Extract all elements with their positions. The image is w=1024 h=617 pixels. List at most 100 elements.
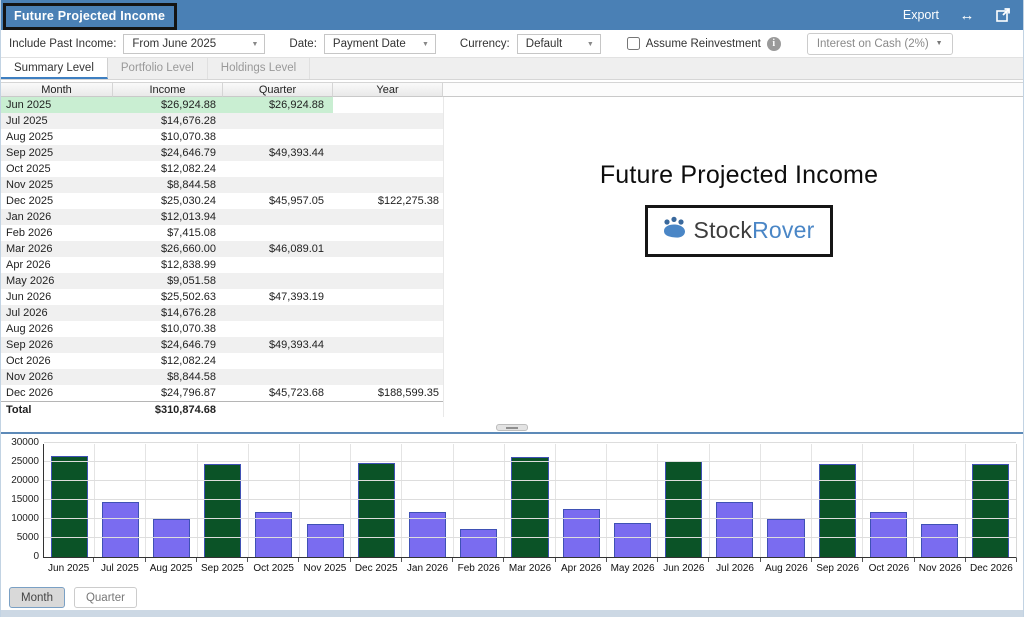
assume-reinvestment-checkbox[interactable] — [626, 37, 640, 50]
chart-plot-area: 0 5000 10000 15000 20000 25000 30000 — [11, 438, 1017, 562]
x-axis-label: Jun 2025 — [48, 563, 90, 574]
column-header-year[interactable]: Year — [333, 82, 443, 97]
table-row[interactable]: Dec 2025 $25,030.24 $45,957.05 $122,275.38 — [1, 193, 443, 209]
table-row[interactable]: Jun 2025 $26,924.88 $26,924.88 — [1, 97, 443, 113]
table-cell — [333, 369, 443, 385]
table-cell — [333, 209, 443, 225]
table-cell — [223, 353, 333, 369]
table-cell: Jul 2026 — [6, 307, 48, 319]
bar-sep-2026[interactable] — [818, 464, 856, 557]
table-total-row: Total $310,874.68 — [1, 401, 443, 417]
table-cell — [333, 305, 443, 321]
bar-nov-2025[interactable] — [306, 523, 344, 557]
bar-mar-2026[interactable] — [511, 456, 549, 557]
month-button[interactable]: Month — [9, 587, 65, 608]
bar-cell — [607, 444, 659, 557]
bar-oct-2026[interactable] — [869, 511, 907, 557]
table-cell: Sep 2026 — [6, 339, 54, 351]
table-row[interactable]: Apr 2026 $12,838.99 — [1, 257, 443, 273]
table-cell — [223, 225, 333, 241]
table-cell: $26,660.00 — [160, 243, 216, 255]
table-cell: $25,030.24 — [160, 195, 216, 207]
y-axis-label: 0 — [33, 551, 39, 562]
x-axis-label: Aug 2026 — [764, 563, 808, 574]
table-row[interactable]: Sep 2025 $24,646.79 $49,393.44 — [1, 145, 443, 161]
bar-aug-2025[interactable] — [152, 519, 191, 557]
bar-dec-2026[interactable] — [972, 463, 1010, 557]
panel-splitter — [1, 424, 1023, 434]
bar-cell — [556, 444, 608, 557]
include-past-income-select[interactable]: From June 2025 ▼ — [123, 33, 266, 54]
table-cell — [223, 129, 333, 145]
bar-nov-2026[interactable] — [920, 523, 959, 557]
table-cell: $45,957.05 — [268, 195, 324, 207]
interest-on-cash-button[interactable]: Interest on Cash (2%) ▼ — [806, 32, 953, 55]
bar-apr-2026[interactable] — [562, 508, 600, 557]
info-icon[interactable]: i — [766, 36, 781, 51]
table-row[interactable]: Mar 2026 $26,660.00 $46,089.01 — [1, 241, 443, 257]
column-header-income[interactable]: Income — [113, 82, 223, 97]
resize-horizontal-icon[interactable]: ↔ — [959, 6, 975, 24]
table-cell: $122,275.38 — [377, 195, 439, 207]
table-row[interactable]: Nov 2026 $8,844.58 — [1, 369, 443, 385]
table-row[interactable]: Oct 2026 $12,082.24 — [1, 353, 443, 369]
table-cell: Oct 2026 — [6, 355, 51, 367]
table-row[interactable]: Jun 2026 $25,502.63 $47,393.19 — [1, 289, 443, 305]
splitter-drag-handle[interactable] — [496, 424, 528, 431]
bar-jul-2025[interactable] — [101, 501, 139, 557]
table-row[interactable]: Jul 2025 $14,676.28 — [1, 113, 443, 129]
column-header-quarter[interactable]: Quarter — [223, 82, 333, 97]
table-cell: $8,844.58 — [167, 179, 216, 191]
currency-select[interactable]: Default ▼ — [516, 33, 601, 54]
x-axis-label: Oct 2025 — [253, 563, 294, 574]
bar-jun-2025[interactable] — [50, 455, 88, 557]
bar-may-2026[interactable] — [613, 522, 651, 557]
bar-cell — [198, 444, 249, 557]
open-in-new-window-icon[interactable] — [995, 7, 1011, 23]
table-row[interactable]: Feb 2026 $7,415.08 — [1, 225, 443, 241]
watermark-title: Future Projected Income — [599, 161, 879, 189]
table-row[interactable]: Aug 2026 $10,070.38 — [1, 321, 443, 337]
tab-holdings-level[interactable]: Holdings Level — [208, 58, 311, 79]
table-row[interactable]: Jul 2026 $14,676.28 — [1, 305, 443, 321]
tab-summary-level[interactable]: Summary Level — [1, 58, 108, 79]
table-cell: $26,924.88 — [223, 97, 333, 113]
y-axis-label: 5000 — [16, 532, 39, 543]
bar-oct-2025[interactable] — [255, 511, 293, 557]
table-row[interactable]: Dec 2026 $24,796.87 $45,723.68 $188,599.35 — [1, 385, 443, 401]
table-row[interactable]: Sep 2026 $24,646.79 $49,393.44 — [1, 337, 443, 353]
date-select[interactable]: Payment Date ▼ — [323, 33, 436, 54]
table-cell: $10,070.38 — [160, 323, 216, 335]
table-cell — [333, 161, 443, 177]
table-cell — [223, 113, 333, 129]
table-cell: Total — [6, 403, 32, 416]
table-row[interactable]: Oct 2025 $12,082.24 — [1, 161, 443, 177]
column-header-month[interactable]: Month — [1, 82, 113, 97]
bar-aug-2026[interactable] — [767, 519, 805, 557]
x-axis-label: Apr 2026 — [560, 563, 602, 574]
bar-sep-2025[interactable] — [204, 464, 242, 557]
table-cell: $49,393.44 — [268, 339, 324, 351]
page-title: Future Projected Income — [14, 8, 166, 23]
bar-jul-2026[interactable] — [716, 501, 754, 557]
table-cell — [223, 177, 333, 193]
x-axis-label: Jul 2026 — [716, 563, 754, 574]
table-row[interactable]: Nov 2025 $8,844.58 — [1, 177, 443, 193]
y-axis-label: 10000 — [11, 513, 39, 524]
bar-jun-2026[interactable] — [664, 460, 703, 557]
table-row[interactable]: Jan 2026 $12,013.94 — [1, 209, 443, 225]
bar-feb-2026[interactable] — [460, 529, 498, 557]
bar-cell — [710, 444, 761, 557]
export-button[interactable]: Export — [902, 8, 939, 22]
bar-jan-2026[interactable] — [408, 511, 447, 557]
currency-label: Currency: — [459, 37, 510, 50]
tab-portfolio-level[interactable]: Portfolio Level — [108, 58, 208, 79]
bar-cell — [454, 444, 505, 557]
table-cell: $45,723.68 — [268, 387, 324, 399]
table-row[interactable]: Aug 2025 $10,070.38 — [1, 129, 443, 145]
table-row[interactable]: May 2026 $9,051.58 — [1, 273, 443, 289]
table-cell — [333, 177, 443, 193]
quarter-button[interactable]: Quarter — [73, 587, 137, 608]
table-cell: Jul 2025 — [6, 115, 48, 127]
bar-dec-2025[interactable] — [357, 462, 395, 557]
